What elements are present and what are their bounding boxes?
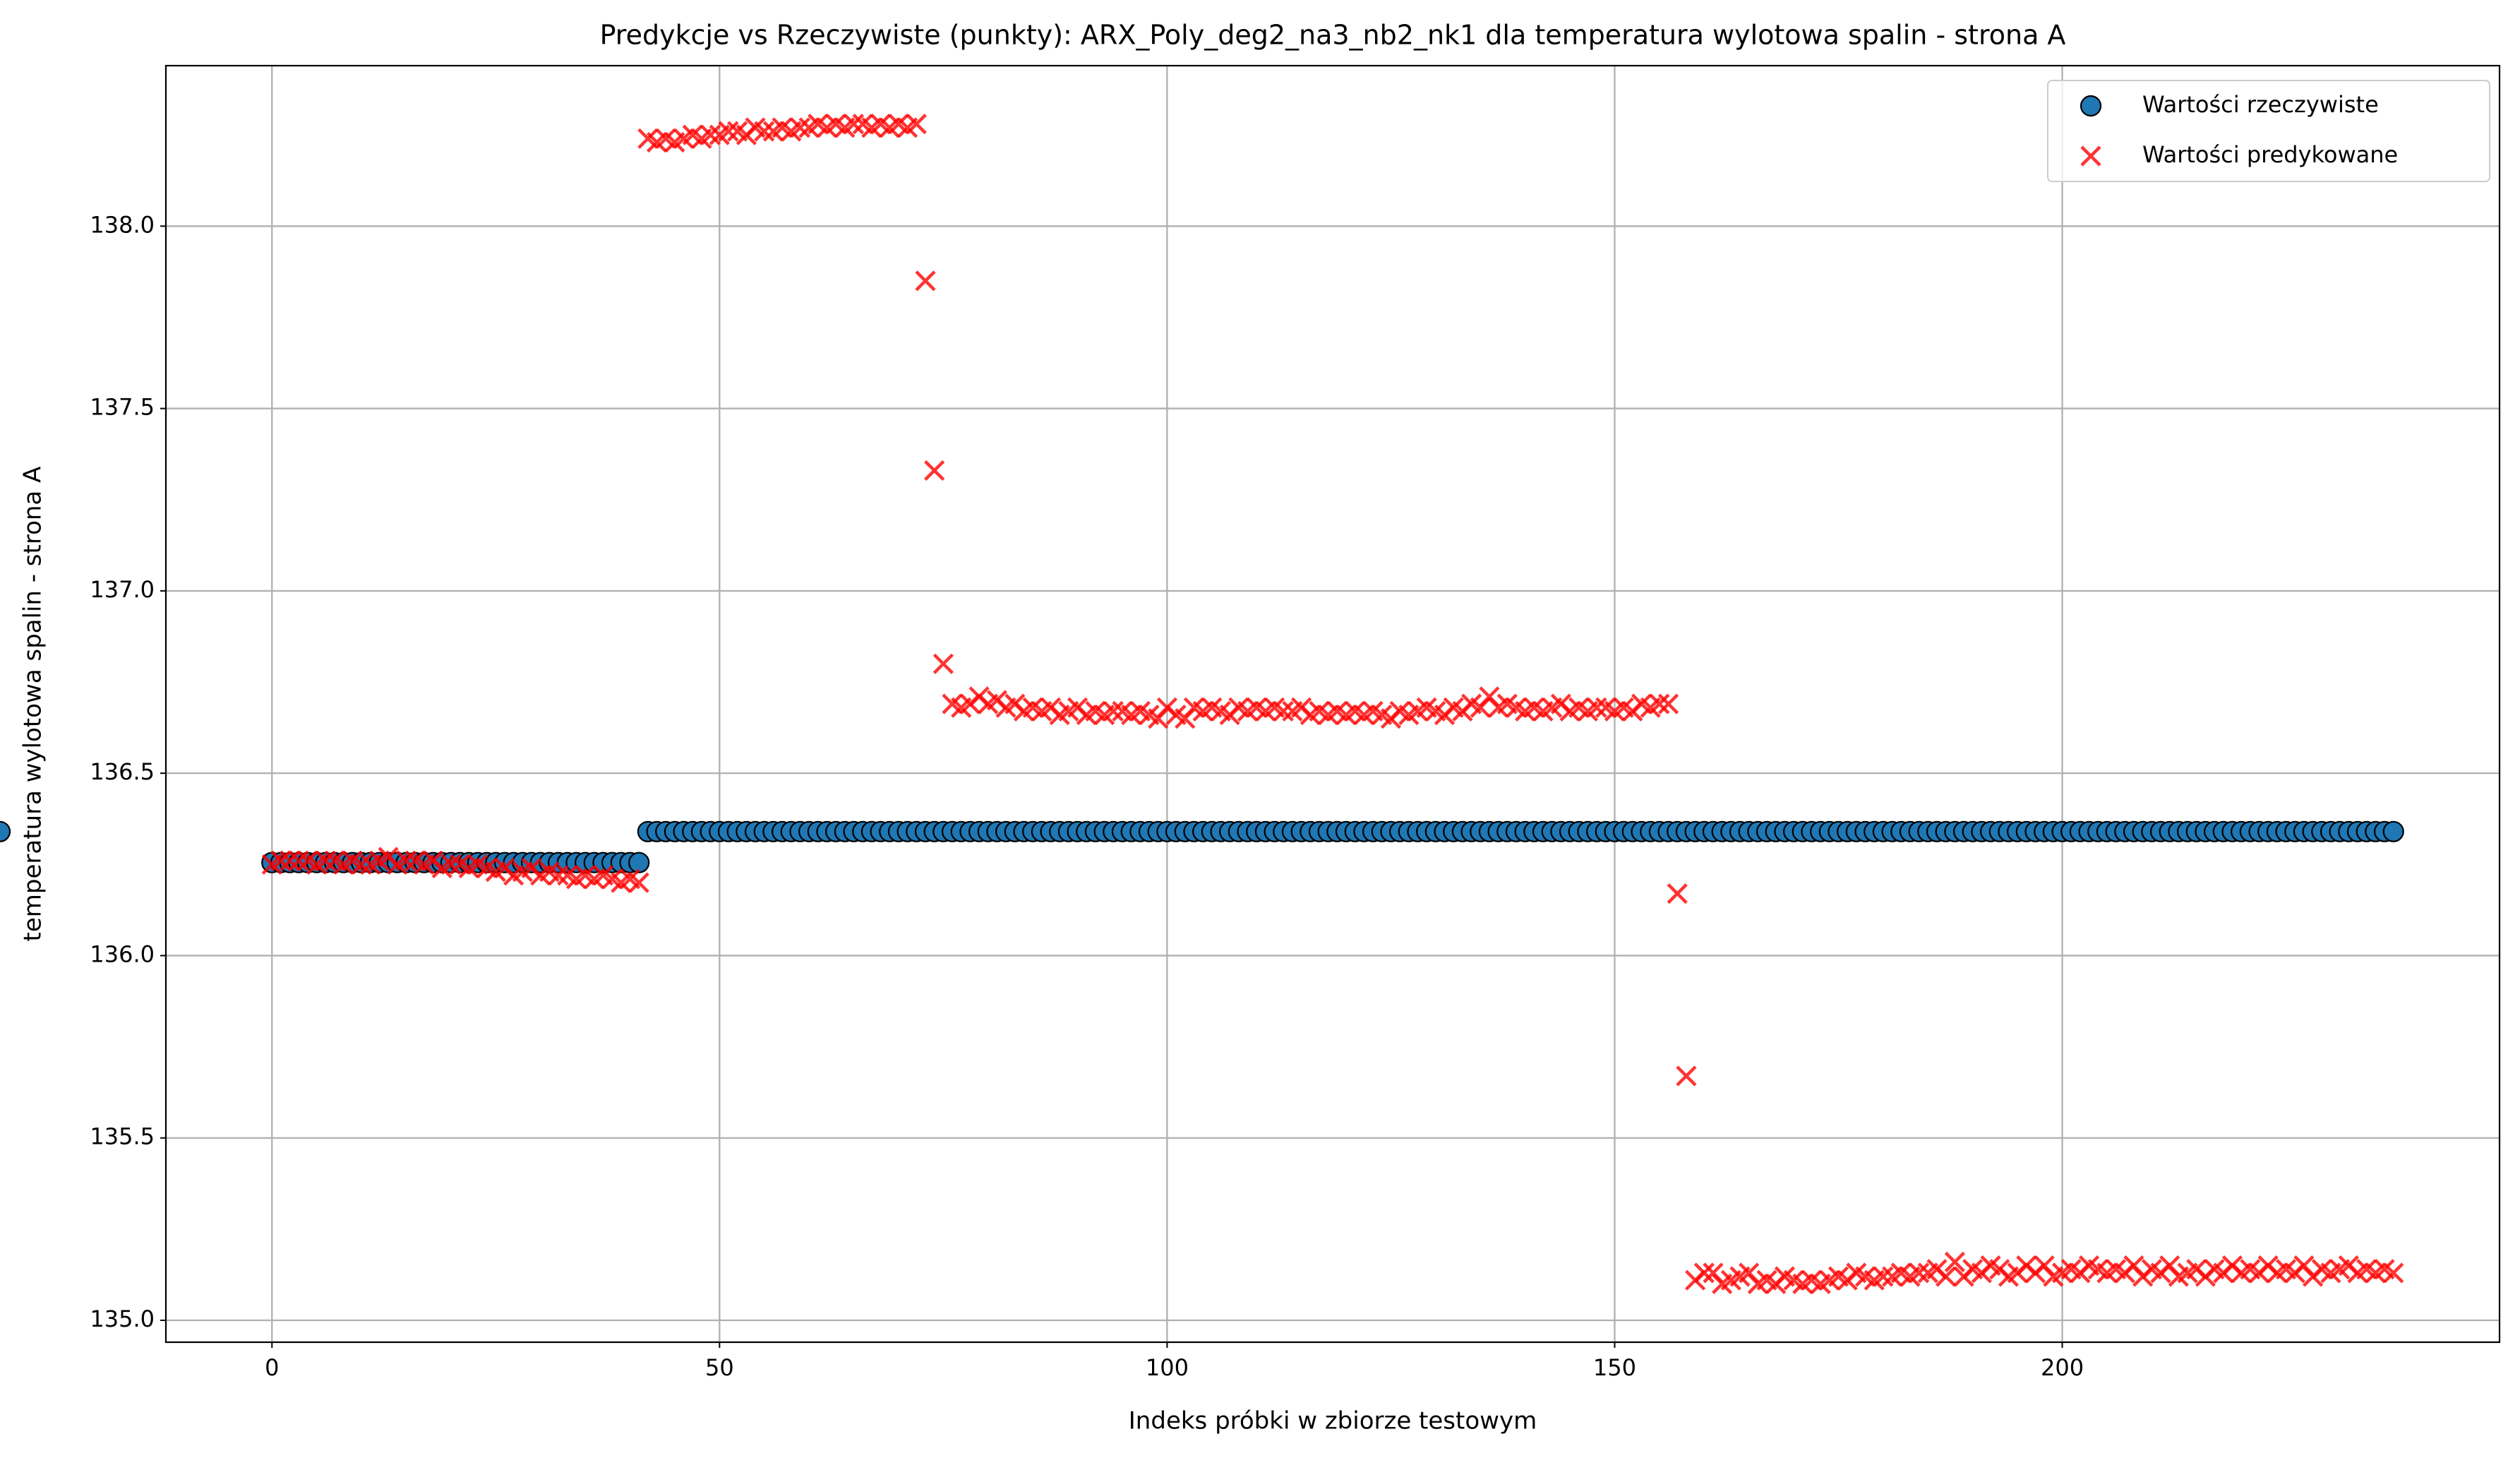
point [924, 460, 945, 481]
point [2382, 820, 2404, 842]
point [2383, 1262, 2404, 1284]
point [1676, 1065, 1697, 1087]
point [628, 852, 650, 873]
point [754, 121, 775, 142]
legend-marker [2080, 95, 2102, 117]
point [843, 114, 865, 135]
point [1657, 693, 1679, 715]
point [280, 850, 301, 871]
point [351, 854, 372, 875]
series [0, 820, 2404, 873]
x-tick-label: 100 [1146, 1354, 1189, 1381]
point [440, 854, 462, 875]
point [1873, 1266, 1894, 1287]
point [1103, 700, 1124, 722]
point [789, 117, 811, 138]
plot-frame [164, 64, 2501, 1344]
point [1693, 1262, 1715, 1284]
point [0, 820, 11, 842]
legend-label: Wartości predykowane [2142, 141, 2398, 168]
point [548, 865, 569, 886]
point [700, 124, 721, 145]
y-tick-label: 135.0 [90, 1305, 155, 1332]
point [270, 850, 292, 871]
point [395, 850, 417, 871]
point [1909, 1262, 1930, 1284]
point [1586, 697, 1607, 718]
point [628, 872, 649, 893]
y-tick-label: 136.0 [90, 940, 155, 967]
y-tick-label: 138.0 [90, 211, 155, 238]
point [315, 850, 336, 871]
point [1944, 1251, 1965, 1272]
x-tick-label: 50 [705, 1354, 734, 1381]
point [915, 270, 936, 292]
point [906, 114, 927, 135]
y-tick-label: 135.5 [90, 1123, 155, 1150]
x-tick-label: 0 [265, 1354, 279, 1381]
legend-box [2047, 80, 2490, 182]
series [261, 114, 2404, 1294]
chart-title: Predykcje vs Rzeczywiste (punkty): ARX_P… [600, 20, 2066, 51]
y-tick-label: 137.0 [90, 576, 155, 603]
y-tick-label: 136.5 [90, 758, 155, 785]
point [718, 121, 739, 142]
x-axis-label: Indeks próbki w zbiorze testowym [1129, 1407, 1537, 1435]
y-axis-label: temperatura wylotowa spalin - strona A [19, 467, 47, 942]
legend-marker [2080, 145, 2101, 167]
legend: Wartości rzeczywiste Wartości predykowane [2047, 80, 2490, 182]
y-tick-label: 137.5 [90, 394, 155, 421]
point [1649, 693, 1670, 715]
point [932, 653, 954, 674]
x-tick-label: 150 [1593, 1354, 1636, 1381]
point [1667, 883, 1688, 904]
point [1273, 700, 1294, 722]
point [288, 850, 309, 871]
x-tick-label: 200 [2041, 1354, 2084, 1381]
point [1936, 1266, 1957, 1287]
legend-label: Wartości rzeczywiste [2142, 91, 2379, 118]
